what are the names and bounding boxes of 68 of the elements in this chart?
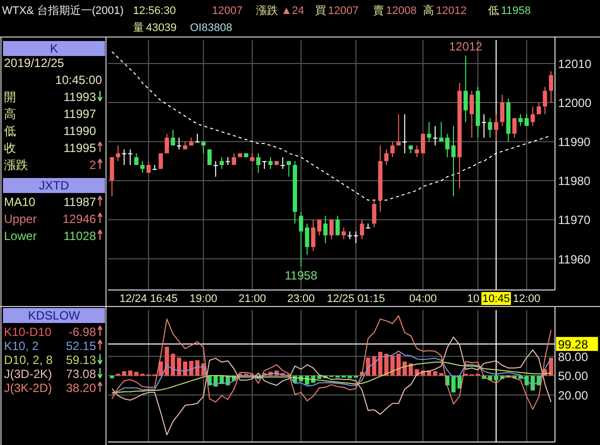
text: 收 [4, 141, 16, 155]
text: 12007 [212, 5, 243, 17]
x-tick-label: 04:00 [409, 293, 437, 305]
ref-line-label: 99.28 [558, 337, 588, 352]
annotation: 12012 [448, 40, 483, 54]
text: 2019/12/25 [4, 56, 64, 70]
y-tick-label: 20.00 [558, 388, 588, 402]
y-tick-label: 12010 [558, 56, 592, 71]
x-tick-label: 21:00 [238, 293, 266, 305]
annotation: 11958 [284, 268, 318, 283]
text: K10, 2 [4, 339, 40, 353]
text: -6.98 [68, 325, 96, 339]
y-tick-label: 11970 [558, 213, 591, 228]
text: 買 [315, 5, 326, 17]
text: 11995 [64, 141, 96, 155]
x-tick-label: 12:00 [512, 293, 540, 305]
text: WTX& 台指期近一(2001) [2, 4, 124, 17]
text: D10, 2, 8 [4, 353, 54, 367]
x-tick-label: 12/24 16:45 [119, 293, 178, 305]
text: 12007 [328, 5, 359, 17]
text: 59.13 [66, 353, 96, 367]
x-tick-label: 10:45 [482, 293, 510, 305]
x-tick-label: 23:00 [287, 293, 315, 305]
text: 11028 [64, 229, 96, 243]
text: 漲跌 [256, 5, 278, 17]
text: JXTD [39, 178, 70, 192]
text: 73.08 [66, 367, 96, 381]
text: 11958 [501, 5, 531, 17]
y-tick-label: 11960 [558, 252, 591, 266]
text: 量 [133, 22, 144, 34]
y-tick-label: 80.00 [558, 350, 588, 364]
text: 2 [89, 158, 96, 172]
text: 低 [4, 124, 16, 138]
y-tick-label: 11990 [558, 135, 591, 150]
y-tick-label: 50.00 [558, 369, 588, 384]
text: 開 [4, 90, 16, 104]
text: 43039 [146, 22, 177, 34]
text: 高 [4, 107, 16, 121]
text: 52.15 [66, 339, 96, 353]
text: 11993 [64, 90, 96, 104]
text: 11987 [64, 195, 96, 209]
text: 11990 [64, 124, 96, 138]
x-tick-label: 19:00 [190, 293, 218, 305]
text: 38.20 [66, 381, 96, 395]
text: 11997 [64, 107, 96, 121]
text: 12012 [436, 5, 467, 17]
x-tick-label: 10 [467, 293, 480, 305]
text: ▲24 [281, 5, 304, 17]
text: 賣 [373, 4, 384, 17]
text: J(3K-2D) [4, 381, 52, 395]
text: 高 [423, 4, 434, 17]
text: OI83808 [190, 22, 232, 34]
text: K10-D10 [4, 325, 52, 339]
text: 12946 [62, 212, 96, 226]
y-tick-label: 11980 [558, 174, 591, 188]
text: J(3D-2K) [4, 367, 52, 381]
text: 低 [488, 5, 499, 17]
chart-title: K [50, 42, 58, 56]
text: 12:56:30 [133, 5, 176, 17]
text: 10:45:00 [55, 73, 102, 87]
x-tick-label: 12/25 01:15 [326, 293, 385, 305]
chart-title: KDSLOW [28, 308, 81, 322]
text: MA10 [4, 195, 36, 209]
text: 12008 [386, 5, 417, 17]
y-tick-label: 12000 [558, 96, 592, 110]
text: Lower [4, 229, 37, 243]
text: 漲跌 [4, 158, 28, 172]
text: Upper [4, 212, 37, 226]
